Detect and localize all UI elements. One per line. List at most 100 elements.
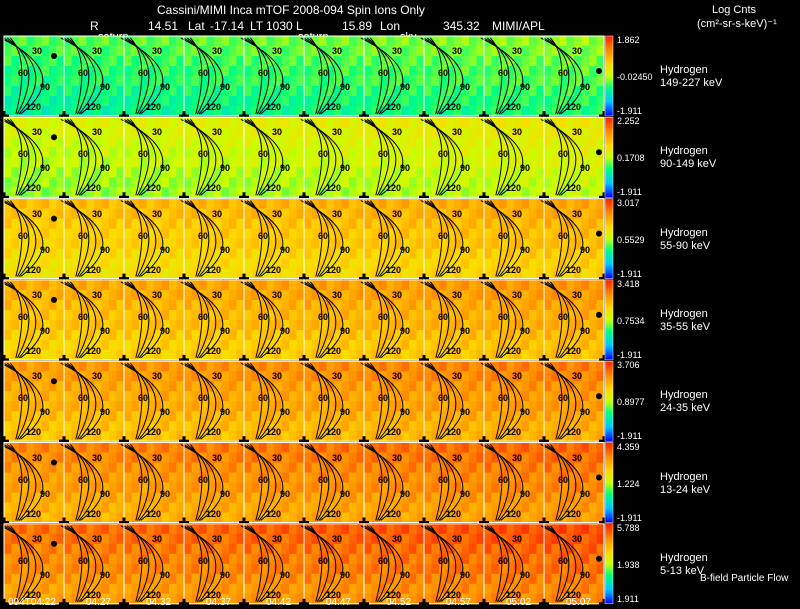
contour-line [123, 444, 157, 521]
heat-cell [311, 187, 320, 198]
heat-cell [109, 177, 117, 188]
heat-cell [544, 66, 552, 77]
heat-cell [206, 309, 215, 321]
heat-cell [131, 401, 140, 412]
heat-cell [281, 228, 290, 240]
heat-cell [364, 309, 372, 321]
heat-cell [236, 371, 245, 382]
heat-cell [266, 187, 275, 198]
heat-cell [229, 127, 237, 138]
heat-cell [581, 361, 590, 372]
colorbar-2 [605, 198, 613, 279]
heat-cell [146, 472, 155, 483]
heat-cell [236, 452, 245, 463]
heat-cell [94, 36, 102, 47]
heat-cell [424, 452, 432, 463]
heat-cell [34, 319, 42, 331]
heat-cell [521, 279, 530, 291]
heat-cell [154, 381, 162, 392]
contour-line [546, 118, 570, 196]
heat-cell [499, 248, 507, 260]
heat-cell [416, 228, 425, 240]
heat-cell [236, 127, 245, 138]
contour-line [486, 118, 510, 196]
heat-cell [394, 248, 402, 260]
heat-cell [461, 381, 470, 392]
heat-cell [506, 96, 515, 107]
heat-cell [266, 66, 275, 77]
heat-cell [86, 319, 95, 331]
heat-cell [431, 218, 440, 230]
heat-cell [506, 512, 515, 523]
heat-cell [251, 391, 260, 402]
heat-cell [499, 157, 507, 168]
heat-cell [199, 147, 207, 158]
heat-cell [416, 147, 425, 158]
heat-cell [364, 502, 372, 513]
heat-cell [469, 482, 477, 493]
heat-cell [514, 106, 522, 117]
heat-cell [139, 198, 147, 210]
heat-cell [386, 361, 395, 372]
heat-cell [311, 218, 320, 230]
heat-cell [161, 117, 170, 128]
contour-line [543, 444, 577, 521]
heat-cell [416, 127, 425, 138]
heat-cell [521, 36, 530, 47]
heat-cell [281, 411, 290, 422]
heat-cell [326, 371, 335, 382]
contour-line [66, 525, 90, 603]
heat-cell [71, 593, 80, 605]
heat-cell [424, 228, 432, 240]
heat-cell [41, 319, 50, 331]
heat-cell [304, 401, 312, 412]
contour-line [10, 200, 23, 277]
heat-cell [484, 339, 492, 351]
heat-cell [49, 553, 57, 565]
heat-cell [461, 46, 470, 57]
heat-cell [536, 127, 545, 138]
heat-cell [251, 268, 260, 280]
heat-cell [416, 553, 425, 565]
panel-r0-c1 [59, 35, 129, 121]
heat-cell [581, 512, 590, 523]
heat-cell [311, 248, 320, 260]
heat-cell [229, 46, 237, 57]
heat-cell [529, 106, 537, 117]
heat-cell [244, 462, 252, 473]
heat-cell [214, 371, 222, 382]
heat-cell [394, 117, 402, 128]
heat-cell [274, 553, 282, 565]
heat-cell [259, 349, 267, 361]
heat-cell [566, 228, 575, 240]
heat-cell [514, 299, 522, 311]
heat-cell [251, 329, 260, 341]
heat-cell [431, 472, 440, 483]
heat-cell [221, 452, 230, 463]
heat-cell [334, 573, 342, 585]
heat-cell [56, 137, 65, 148]
heat-cell [394, 391, 402, 402]
heat-cell [4, 218, 12, 230]
heat-cell [214, 593, 222, 605]
heat-cell [394, 96, 402, 107]
heat-cell [116, 187, 125, 198]
heat-cell [491, 442, 500, 453]
heat-cell [86, 339, 95, 351]
heat-cell [214, 299, 222, 311]
heat-cell [394, 512, 402, 523]
heat-cell [341, 533, 350, 545]
contour-line [483, 281, 517, 359]
heat-cell [229, 381, 237, 392]
heat-cell [311, 371, 320, 382]
heat-cell [214, 543, 222, 555]
heat-cell [116, 563, 125, 575]
heat-cell [131, 248, 140, 260]
heat-cell [4, 299, 12, 311]
heat-cell [229, 371, 237, 382]
heat-cell [596, 512, 605, 523]
heat-cell [221, 157, 230, 168]
heat-cell [544, 482, 552, 493]
heat-cell [551, 361, 560, 372]
heat-cell [154, 208, 162, 220]
